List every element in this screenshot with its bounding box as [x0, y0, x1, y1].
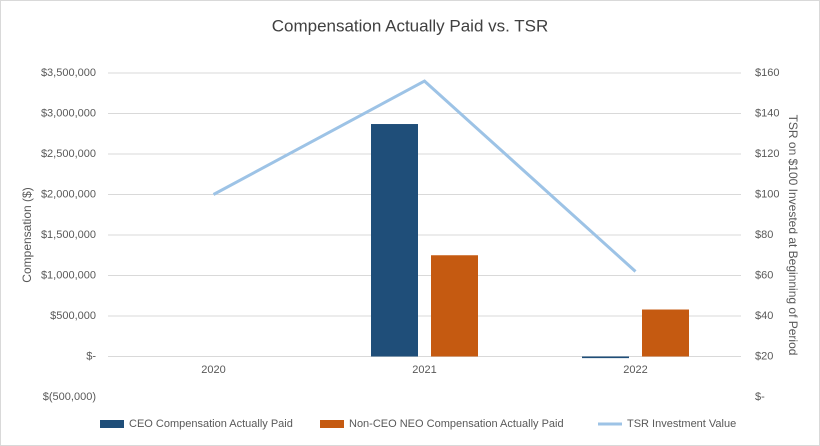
x-tick-label: 2020 [201, 364, 225, 376]
y2-tick-label: $120 [755, 148, 779, 160]
y2-tick-label: $- [755, 391, 765, 403]
y2-tick-label: $60 [755, 269, 773, 281]
y-tick-label: $- [86, 350, 96, 362]
bar [371, 124, 418, 357]
y-tick-label: $1,500,000 [41, 229, 96, 241]
y2-tick-label: $160 [755, 67, 779, 79]
y-tick-label: $(500,000) [43, 391, 96, 403]
y-tick-label: $3,500,000 [41, 67, 96, 79]
legend-swatch [100, 420, 124, 428]
x-tick-label: 2022 [623, 364, 647, 376]
y-tick-label: $2,500,000 [41, 148, 96, 160]
y-axis-label: Compensation ($) [20, 187, 34, 282]
x-tick-label: 2021 [412, 364, 436, 376]
y-tick-label: $500,000 [50, 310, 96, 322]
bar [642, 309, 689, 357]
legend-swatch [320, 420, 344, 428]
legend-label: TSR Investment Value [627, 418, 736, 430]
y2-tick-label: $100 [755, 188, 779, 200]
y2-axis-label: TSR on $100 Invested at Beginning of Per… [786, 115, 800, 356]
y2-tick-label: $20 [755, 350, 773, 362]
y-tick-label: $2,000,000 [41, 188, 96, 200]
chart-title: Compensation Actually Paid vs. TSR [272, 16, 549, 35]
line [212, 79, 637, 273]
bar [582, 356, 629, 359]
legend-label: Non-CEO NEO Compensation Actually Paid [349, 418, 564, 430]
y-tick-label: $3,000,000 [41, 107, 96, 119]
y2-tick-label: $80 [755, 229, 773, 241]
legend-label: CEO Compensation Actually Paid [129, 418, 293, 430]
y2-tick-label: $140 [755, 107, 779, 119]
y2-tick-label: $40 [755, 310, 773, 322]
bar [431, 255, 478, 357]
y-tick-label: $1,000,000 [41, 269, 96, 281]
